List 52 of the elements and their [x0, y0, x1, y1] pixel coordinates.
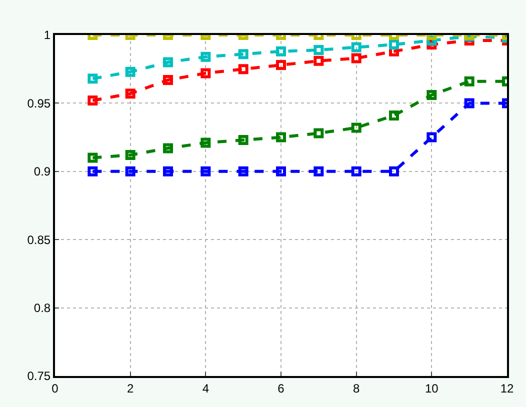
point: [426, 132, 437, 142]
x-tick-label: 6: [278, 381, 285, 396]
point: [238, 49, 248, 60]
x-tick-label: 12: [500, 381, 514, 396]
point: [351, 42, 362, 52]
point: [163, 57, 173, 68]
point: [88, 95, 98, 106]
point: [125, 88, 136, 99]
point: [200, 52, 211, 62]
point: [88, 74, 98, 84]
point: [276, 132, 286, 142]
y-tick-label: 0.85: [27, 232, 51, 247]
point: [314, 166, 324, 176]
point: [200, 138, 211, 148]
point: [276, 46, 286, 56]
y-tick-label: 0.8: [34, 301, 51, 315]
point: [314, 56, 324, 66]
point: [125, 166, 136, 176]
point: [163, 166, 173, 176]
point: [426, 90, 437, 100]
point: [314, 128, 324, 138]
point: [163, 75, 173, 86]
point: [88, 166, 98, 176]
point: [389, 110, 399, 120]
point: [125, 66, 136, 77]
point: [238, 135, 248, 146]
point: [163, 143, 173, 154]
point: [200, 166, 211, 176]
point: [88, 152, 98, 163]
point: [389, 166, 399, 176]
point: [125, 150, 136, 160]
x-tick-label: 4: [202, 381, 210, 396]
point: [276, 60, 286, 70]
point: [351, 122, 362, 133]
point: [238, 166, 248, 176]
y-tick-label: 1: [44, 28, 51, 42]
x-tick-label: 8: [352, 381, 360, 396]
y-tick-label: 0.95: [27, 96, 51, 110]
x-tick-label: 2: [126, 381, 134, 396]
point: [464, 98, 474, 108]
point: [200, 68, 211, 78]
y-tick-label: 0.75: [27, 369, 51, 384]
point: [464, 76, 474, 86]
point: [276, 166, 286, 176]
y-tick-label: 0.9: [34, 164, 51, 179]
point: [351, 53, 362, 64]
point: [238, 64, 248, 74]
point: [314, 45, 324, 55]
x-tick-label: 0: [52, 381, 59, 396]
x-tick-label: 10: [424, 381, 439, 396]
point: [389, 40, 399, 50]
point: [351, 166, 362, 176]
